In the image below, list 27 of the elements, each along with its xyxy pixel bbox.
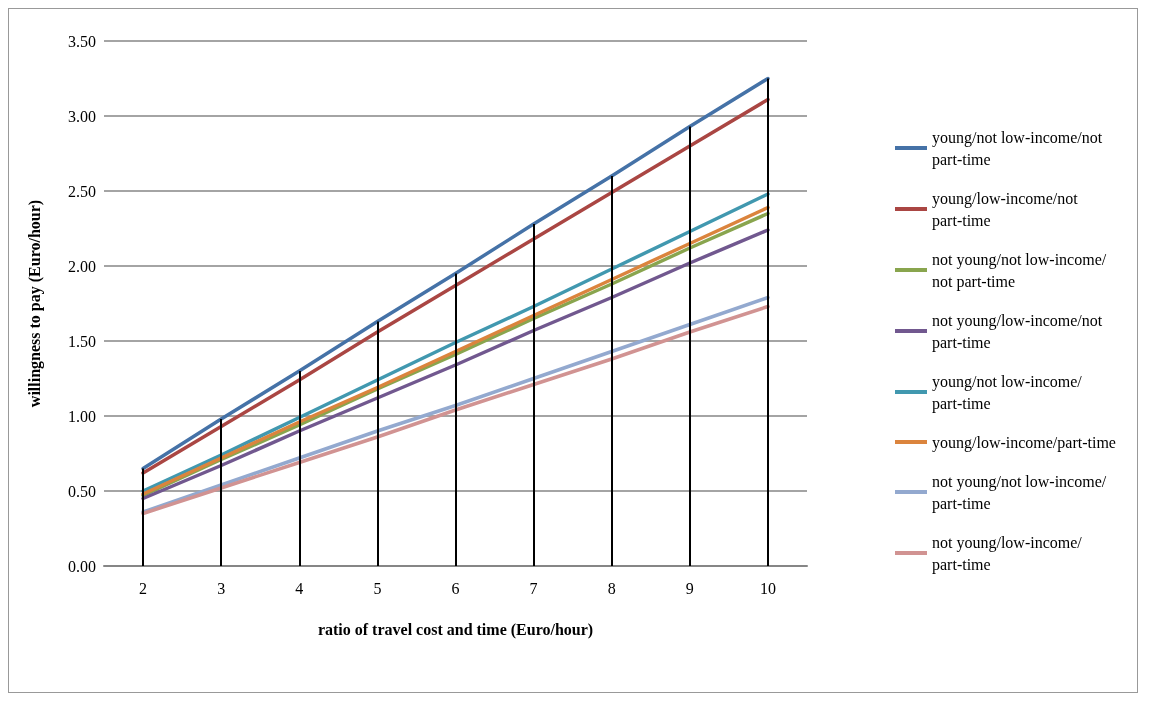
x-tick-label: 3 [217, 579, 226, 597]
legend-label: not young/low-income/not part-time [932, 311, 1107, 352]
y-tick-label: 3.00 [68, 107, 96, 125]
legend-label: young/low-income/part-time [932, 433, 1116, 452]
y-tick-label: 2.00 [68, 257, 96, 275]
legend-label: young/low-income/not part-time [932, 189, 1082, 230]
x-tick-label: 9 [685, 579, 694, 597]
x-tick-label: 8 [607, 579, 616, 597]
y-tick-label: 0.00 [68, 557, 96, 575]
x-tick-label: 6 [451, 579, 460, 597]
legend-label: young/not low-income/part-time [932, 372, 1083, 413]
y-tick-label: 1.50 [68, 332, 96, 350]
x-tick-label: 10 [759, 579, 776, 597]
y-axis-title: willingness to pay (Euro/hour) [25, 199, 44, 408]
x-tick-label: 7 [529, 579, 538, 597]
legend-label: not young/not low-income/part-time [932, 472, 1107, 513]
y-tick-label: 1.00 [68, 407, 96, 425]
legend-label: not young/not low-income/not part-time [932, 250, 1107, 291]
x-tick-label: 5 [373, 579, 382, 597]
y-tick-label: 3.50 [68, 32, 96, 50]
x-axis-title: ratio of travel cost and time (Euro/hour) [317, 620, 594, 639]
x-tick-label: 4 [295, 579, 304, 597]
legend-label: not young/low-income/part-time [932, 533, 1083, 574]
x-tick-label: 2 [139, 579, 148, 597]
legend-label: young/not low-income/not part-time [932, 128, 1107, 169]
y-tick-label: 2.50 [68, 182, 96, 200]
y-tick-label: 0.50 [68, 482, 96, 500]
